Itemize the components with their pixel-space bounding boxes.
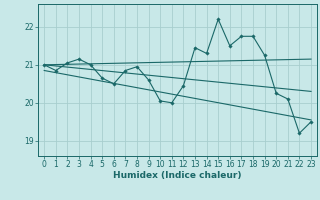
- X-axis label: Humidex (Indice chaleur): Humidex (Indice chaleur): [113, 171, 242, 180]
